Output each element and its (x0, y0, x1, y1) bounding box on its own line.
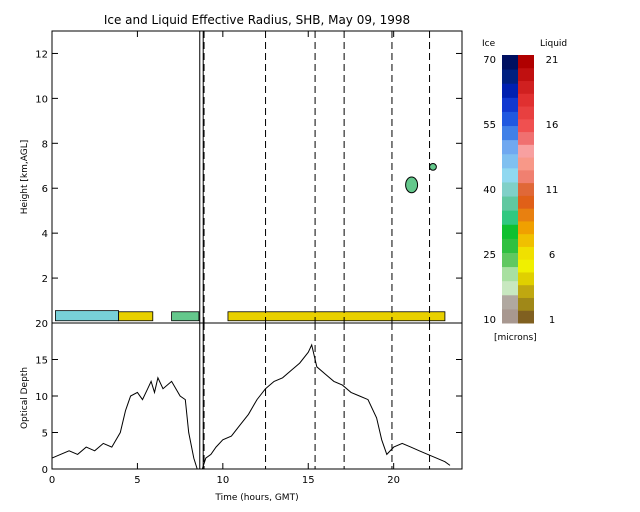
colorbar-tick-labels: 70 55 40 25 10 21 16 11 6 1 (483, 55, 558, 326)
colorbar-liquid-cell-15 (518, 118, 534, 133)
colorbar-liquid-cell-14 (518, 131, 534, 145)
colorbar-liquid-tick-2: 11 (546, 185, 559, 196)
colorbar-ice-tick-3: 25 (483, 250, 496, 261)
radius-plot-frame (51, 30, 463, 324)
height-tick-label-1: 4 (42, 229, 48, 240)
cloud-region-0 (55, 310, 120, 322)
colorbar-ice-scale (502, 55, 518, 324)
colorbar-liquid-cell-5 (518, 246, 534, 260)
colorbar-liquid-cell-20 (518, 55, 534, 69)
colorbar-unit-label: [microns] (494, 333, 537, 343)
cloud-region-5 (429, 163, 437, 171)
vertical-markers-lower (199, 323, 431, 469)
colorbar-liquid-cell-6 (518, 233, 534, 247)
colorbar-ice-cell-16 (502, 83, 518, 98)
height-axis-label: Height [km,AGL] (20, 140, 30, 214)
colorbar-ice-cell-18 (502, 55, 518, 70)
colorbar-liquid-cell-18 (518, 80, 534, 94)
colorbar-ice-tick-0: 70 (483, 55, 496, 66)
od-tick-label-3: 15 (35, 356, 48, 367)
time-tick-label-4: 20 (387, 475, 400, 486)
colorbar-ice-tick-2: 40 (483, 185, 496, 196)
od-tick-label-1: 5 (42, 429, 48, 440)
cloud-regions (55, 163, 446, 322)
optical-depth-panel: 0 5 10 15 20 0 5 10 15 20 Optical Depth Time (ho… (20, 31, 463, 503)
chart-title: Ice and Liquid Effective Radius, SHB, Ma… (104, 13, 410, 27)
colorbar-ice-cell-14 (502, 111, 518, 127)
colorbar-liquid-cell-11 (518, 169, 534, 184)
cloud-region-4 (405, 176, 419, 194)
colorbar-liquid-label: Liquid (540, 39, 567, 49)
colorbar-ice-cell-17 (502, 69, 518, 84)
colorbar-ice-tick-4: 10 (483, 315, 496, 326)
colorbar-liquid-cell-9 (518, 195, 534, 209)
colorbar-ice-cell-15 (502, 97, 518, 112)
colorbar-liquid-cell-7 (518, 220, 534, 235)
colorbar-liquid-cell-12 (518, 157, 534, 171)
colorbar-liquid-cell-1 (518, 297, 534, 311)
colorbar: Ice Liquid 70 55 40 25 10 21 16 11 6 1 [microns] (482, 39, 567, 343)
optical-depth-line (51, 343, 451, 470)
time-tick-label-0: 0 (49, 475, 55, 486)
colorbar-liquid-tick-0: 21 (546, 55, 559, 66)
optical-depth-axis-ticks: 0 5 10 15 20 (35, 319, 462, 476)
colorbar-liquid-cell-8 (518, 208, 534, 222)
colorbar-ice-cell-10 (502, 167, 518, 183)
colorbar-liquid-cell-19 (518, 67, 534, 82)
time-axis-ticks: 0 5 10 15 20 (49, 31, 400, 486)
od-tick-label-4: 20 (35, 319, 48, 330)
time-tick-label-3: 15 (302, 475, 315, 486)
height-tick-label-2: 6 (42, 184, 48, 195)
radius-panel: 2 4 6 8 10 12 Height [km,AGL] (20, 30, 463, 324)
time-axis-label: Time (hours, GMT) (214, 493, 298, 503)
colorbar-liquid-cell-13 (518, 144, 534, 158)
colorbar-liquid-cell-3 (518, 271, 534, 286)
optical-depth-axis-label: Optical Depth (20, 367, 30, 429)
time-tick-label-1: 5 (134, 475, 140, 486)
colorbar-ice-cell-1 (502, 294, 518, 310)
colorbar-ice-cell-13 (502, 125, 518, 141)
vertical-markers (199, 31, 431, 323)
colorbar-ice-tick-1: 55 (483, 120, 496, 131)
colorbar-liquid-tick-4: 1 (549, 315, 555, 326)
time-tick-label-2: 10 (216, 475, 229, 486)
colorbar-ice-cell-4 (502, 252, 518, 268)
height-tick-label-3: 8 (42, 139, 48, 150)
colorbar-liquid-cell-0 (518, 310, 534, 324)
colorbar-liquid-tick-3: 6 (549, 250, 555, 261)
od-tick-label-0: 0 (42, 465, 48, 476)
colorbar-liquid-cell-10 (518, 182, 534, 196)
height-tick-label-0: 2 (42, 274, 48, 285)
colorbar-ice-cell-8 (502, 196, 518, 211)
colorbar-ice-label: Ice (482, 39, 496, 49)
colorbar-liquid-tick-1: 16 (546, 120, 559, 131)
cloud-region-3 (227, 311, 446, 322)
cloud-region-2 (171, 311, 200, 322)
colorbar-ice-cell-7 (502, 210, 518, 225)
optical-depth-plot-frame (51, 322, 463, 470)
od-tick-label-2: 10 (35, 392, 48, 403)
colorbar-ice-cell-5 (502, 238, 518, 253)
colorbar-ice-cell-0 (502, 308, 518, 324)
colorbar-liquid-cell-17 (518, 93, 534, 107)
colorbar-ice-cell-6 (502, 224, 518, 239)
colorbar-ice-cell-3 (502, 266, 518, 282)
height-tick-label-5: 12 (35, 49, 48, 60)
colorbar-ice-cell-11 (502, 153, 518, 169)
height-tick-label-4: 10 (35, 94, 48, 105)
colorbar-ice-cell-9 (502, 181, 518, 197)
colorbar-liquid-cell-2 (518, 284, 534, 298)
cloud-region-1 (118, 311, 154, 322)
colorbar-liquid-cell-16 (518, 106, 534, 120)
colorbar-liquid-scale (518, 55, 534, 324)
colorbar-ice-cell-12 (502, 139, 518, 155)
colorbar-liquid-cell-4 (518, 259, 534, 273)
height-axis-ticks: 2 4 6 8 10 12 (35, 49, 462, 285)
colorbar-ice-cell-2 (502, 280, 518, 296)
